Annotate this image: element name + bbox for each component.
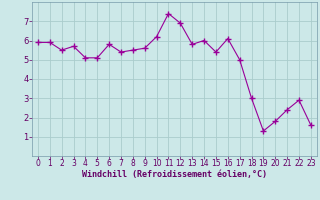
X-axis label: Windchill (Refroidissement éolien,°C): Windchill (Refroidissement éolien,°C) bbox=[82, 170, 267, 179]
